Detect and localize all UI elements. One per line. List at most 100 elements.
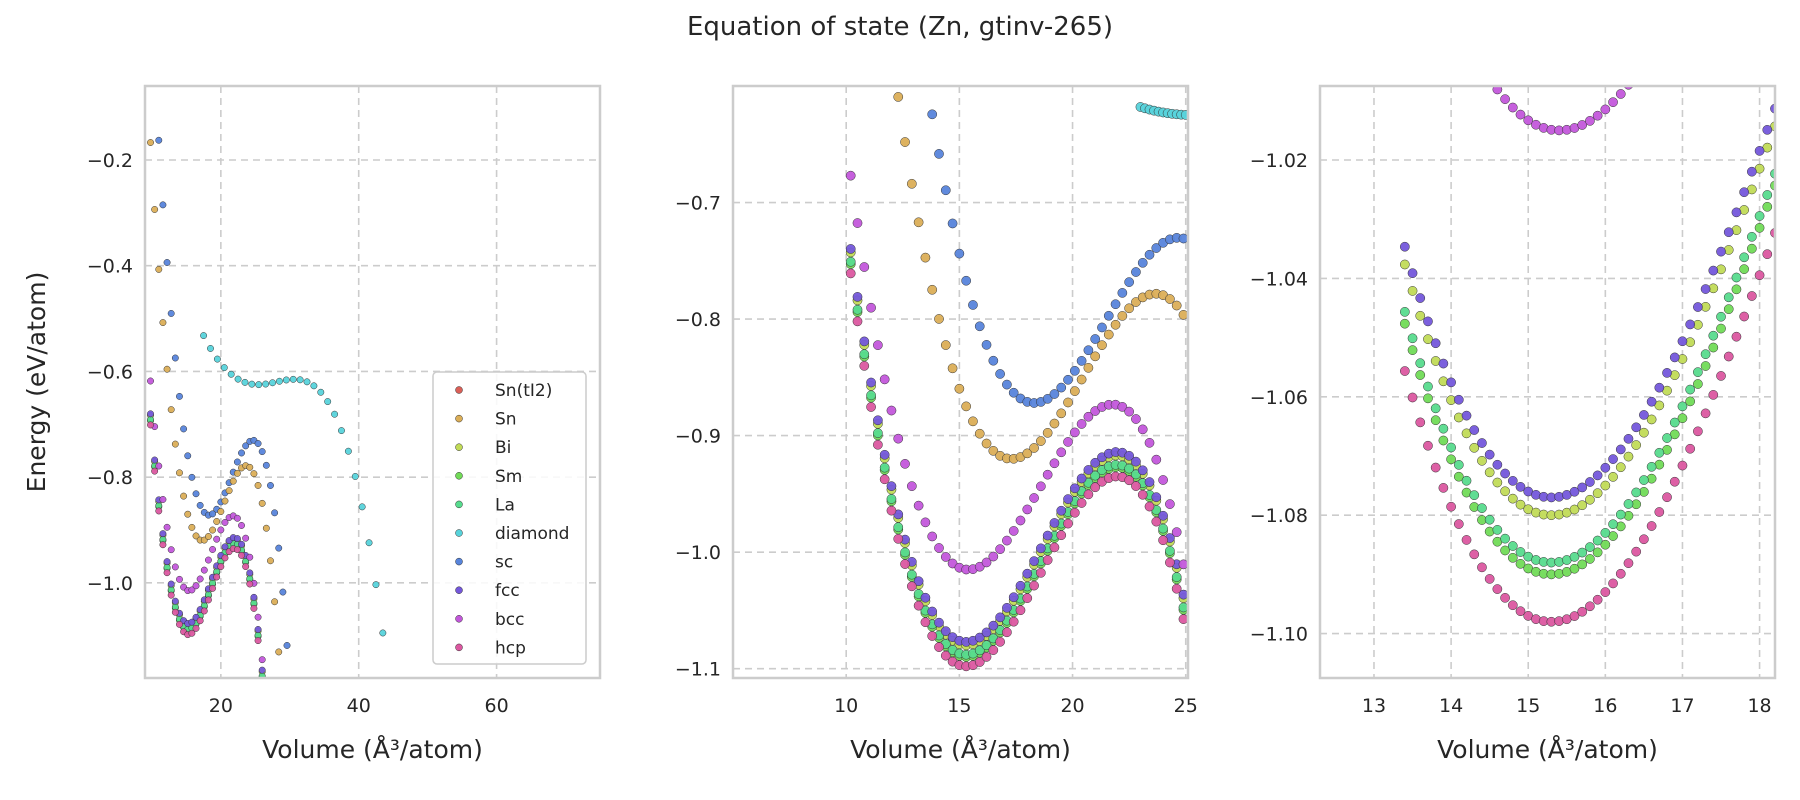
- point-sn: [1022, 448, 1033, 459]
- point-la: [1747, 231, 1757, 242]
- point-sn: [1117, 311, 1128, 321]
- point-bcc: [1507, 102, 1518, 113]
- figure-title: Equation of state (Zn, gtinv-265): [686, 12, 1114, 42]
- point-sm: [1754, 223, 1765, 233]
- point-sn: [920, 252, 931, 263]
- point-sc: [176, 392, 183, 400]
- point-hcp: [1500, 592, 1510, 603]
- point-sc: [1063, 374, 1073, 385]
- x-tick-label: 40: [347, 695, 371, 717]
- point-bcc: [1515, 109, 1526, 120]
- point-bcc: [1600, 104, 1611, 115]
- point-sc: [1056, 382, 1067, 393]
- point-sn: [163, 365, 171, 373]
- point-hcp: [1063, 518, 1073, 529]
- point-bcc: [1069, 427, 1080, 438]
- point-fcc: [1662, 368, 1672, 378]
- point-hcp: [1754, 270, 1765, 281]
- point-hcp: [1083, 489, 1094, 500]
- point-hcp: [1090, 482, 1101, 493]
- point-sn: [213, 518, 221, 525]
- legend-label: hcp: [495, 638, 526, 658]
- point-bcc: [155, 462, 163, 470]
- legend-marker: [455, 529, 463, 537]
- point-la: [1469, 490, 1480, 501]
- point-la: [852, 304, 863, 315]
- point-fcc: [1151, 492, 1162, 503]
- point-bcc: [1151, 454, 1162, 465]
- point-la: [974, 645, 985, 656]
- point-sc: [947, 218, 958, 229]
- point-fcc: [1076, 473, 1087, 484]
- point-sc: [254, 440, 262, 447]
- point-fcc: [1762, 125, 1773, 135]
- point-fcc: [1469, 425, 1480, 435]
- point-la: [1124, 463, 1134, 474]
- point-la: [1608, 519, 1618, 530]
- point-sm: [1762, 201, 1773, 212]
- point-fcc: [1716, 246, 1726, 257]
- point-fcc: [1015, 580, 1026, 591]
- point-sn: [167, 406, 175, 414]
- point-sc: [961, 275, 972, 286]
- point-diamond: [241, 378, 249, 386]
- point-diamond: [365, 539, 373, 547]
- point-hcp: [1056, 530, 1067, 541]
- point-fcc: [1124, 450, 1134, 461]
- point-hcp: [188, 629, 196, 637]
- point-fcc: [151, 456, 159, 464]
- point-fcc: [1158, 510, 1168, 521]
- point-la: [900, 547, 910, 558]
- point-fcc: [1063, 494, 1073, 504]
- point-fcc: [1708, 265, 1719, 276]
- point-diamond: [310, 382, 318, 390]
- point-sm: [1600, 539, 1611, 550]
- point-bcc: [1592, 110, 1603, 121]
- point-fcc: [238, 540, 245, 548]
- point-sm: [1407, 345, 1418, 355]
- point-bi: [1631, 440, 1642, 450]
- point-bcc: [204, 556, 212, 564]
- point-fcc: [1137, 465, 1148, 476]
- point-la: [866, 390, 876, 401]
- point-sm: [1515, 558, 1526, 569]
- point-bcc: [995, 544, 1005, 555]
- point-sn: [988, 446, 999, 456]
- point-bcc: [213, 535, 221, 543]
- scatter-points: [845, 92, 1188, 672]
- point-sc: [171, 354, 179, 362]
- point-la: [1399, 306, 1410, 317]
- point-hcp: [1171, 583, 1182, 594]
- point-la: [886, 494, 897, 504]
- point-la: [981, 640, 992, 651]
- point-bcc: [167, 546, 175, 554]
- point-fcc: [1446, 377, 1456, 388]
- point-fcc: [1090, 457, 1101, 468]
- point-fcc: [233, 535, 241, 543]
- point-hcp: [1415, 417, 1426, 428]
- point-bcc: [1022, 504, 1033, 515]
- point-sn: [947, 363, 958, 374]
- point-bi: [1407, 286, 1418, 296]
- point-hcp: [171, 608, 179, 616]
- point-fcc: [1049, 518, 1060, 528]
- legend-item: fcc: [455, 581, 520, 601]
- point-sn: [974, 428, 985, 439]
- point-sc: [271, 509, 279, 517]
- point-bi: [1592, 488, 1603, 499]
- point-sc: [192, 490, 200, 498]
- point-sn: [275, 648, 283, 656]
- legend-label: diamond: [495, 524, 569, 544]
- point-bi: [1477, 455, 1487, 466]
- point-sn: [940, 340, 951, 350]
- point-hcp: [873, 439, 883, 450]
- point-bcc: [1124, 406, 1134, 417]
- y-tick-label: −1.10: [1250, 624, 1308, 646]
- point-hcp: [246, 580, 254, 588]
- point-diamond: [234, 375, 242, 383]
- point-bi: [1646, 414, 1657, 425]
- point-fcc: [859, 336, 870, 347]
- point-sn: [192, 532, 200, 540]
- point-hcp: [1631, 546, 1642, 557]
- point-bcc: [1171, 527, 1182, 537]
